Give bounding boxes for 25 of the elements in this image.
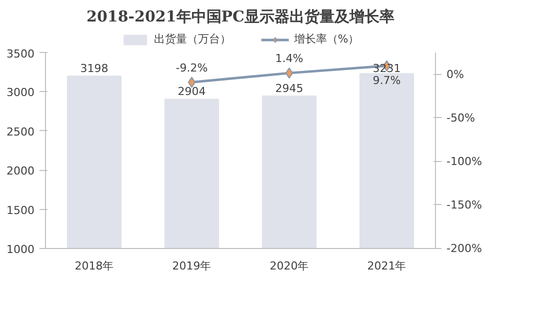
y-tick-label: 2000 xyxy=(6,164,35,178)
data-label: 9.7% xyxy=(372,74,401,87)
x-tick-label: 2020年 xyxy=(270,260,309,272)
y-tick-label: 2500 xyxy=(6,125,35,138)
data-label: 2904 xyxy=(178,85,206,98)
y2-tick-label: -100% xyxy=(446,154,482,168)
y2-tick-label: -200% xyxy=(446,242,482,255)
legend-label: 增长率（%） xyxy=(294,32,360,46)
data-label: 2945 xyxy=(275,82,304,96)
y2-tick-label: -50% xyxy=(446,111,475,124)
data-label: 1.4% xyxy=(275,52,304,66)
y-tick-label: 3000 xyxy=(6,86,35,100)
y-tick-label: 3500 xyxy=(6,48,35,60)
y-tick-label: 1500 xyxy=(6,204,35,217)
chart-title: 2018-2021年中国PC显示器出货量及增长率 xyxy=(86,8,394,26)
data-label: 3198 xyxy=(80,62,108,76)
x-tick-label: 2019年 xyxy=(172,260,212,272)
legend-label: 出货量（万台） xyxy=(154,32,231,46)
data-label: -9.2% xyxy=(176,61,208,74)
x-tick-label: 2021年 xyxy=(367,260,406,272)
x-tick-label: 2018年 xyxy=(74,260,114,272)
point xyxy=(285,68,294,79)
y2-tick-label: 0% xyxy=(446,68,464,81)
y-tick-label: 1000 xyxy=(6,243,35,256)
y2-tick-label: -150% xyxy=(446,198,482,212)
